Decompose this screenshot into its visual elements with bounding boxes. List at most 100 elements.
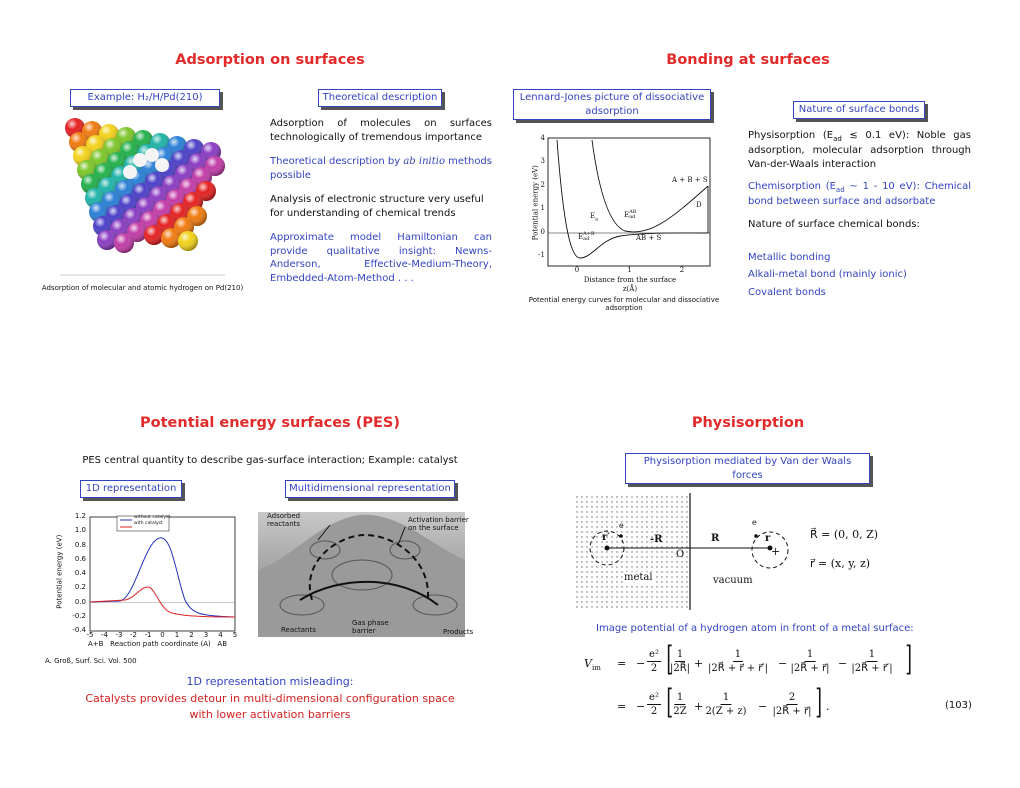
- y-tick-label: -0.2: [72, 611, 86, 620]
- text: ad: [835, 186, 845, 194]
- paragraph: Theoretical description by ab initio met…: [270, 155, 492, 182]
- vector-definition: R⃗ = (0, 0, Z): [810, 528, 879, 541]
- slide-title: Adsorption on surfaces: [175, 52, 365, 68]
- list-item: Metallic bonding: [748, 252, 831, 263]
- fraction: e² 2: [647, 648, 661, 675]
- slide-title: Bonding at surfaces: [666, 52, 830, 68]
- denominator: 2Z: [673, 706, 687, 717]
- figure-caption: Potential energy curves for molecular an…: [528, 296, 720, 313]
- diagram-label: r: [765, 533, 771, 544]
- paragraph: Chemisorption (Ead ∼ 1 - 10 eV): Chemica…: [748, 180, 971, 209]
- denominator: |2R⃗|: [669, 663, 691, 674]
- y-tick-label: -0.4: [72, 626, 86, 634]
- text: AB: [217, 640, 228, 648]
- x-tick-label: -2: [130, 631, 137, 639]
- text: V: [584, 657, 592, 670]
- paragraph: Nature of surface chemical bonds:: [748, 219, 920, 230]
- diagram-label: R: [711, 533, 720, 544]
- paragraph: Approximate model Hamiltonian can provid…: [270, 232, 492, 284]
- equation-op: +: [694, 700, 704, 713]
- x-tick-label: 5: [232, 631, 238, 639]
- denominator: |2R⃗ + r⃗ + r⃗′|: [707, 663, 769, 674]
- diagram-label: e: [752, 518, 757, 527]
- y-tick-label: 0: [540, 227, 545, 236]
- paragraph: Adsorption of molecules on surfaces tech…: [270, 118, 492, 143]
- atom-shade: [178, 231, 198, 251]
- hydrogen-atom: [155, 158, 169, 172]
- axis-label: A+B Reaction path coordinate (A) AB: [88, 640, 227, 649]
- bracket: [: [666, 682, 673, 722]
- diagram-label: metal: [624, 572, 653, 583]
- label-box: Nature of surface bonds: [793, 101, 925, 119]
- y-tick-label: 0.2: [74, 583, 86, 592]
- legend-entry: with catalyst: [134, 521, 163, 527]
- conclusion: with lower activation barriers: [189, 708, 351, 721]
- diagram-label: O: [676, 549, 685, 560]
- x-tick-label: -4: [101, 631, 108, 639]
- annotation: Activation barrier on the surface: [408, 516, 469, 533]
- numerator: 1: [804, 649, 816, 662]
- x-tick-label: 3: [203, 631, 209, 639]
- image-caption: Adsorption of molecular and atomic hydro…: [41, 284, 244, 292]
- text: Reaction path coordinate (A): [110, 640, 211, 648]
- hydrogen-atom: [145, 148, 159, 162]
- reference: A. Groß, Surf. Sci. Vol. 500: [45, 657, 137, 665]
- fraction: 1 |2R⃗|: [668, 648, 692, 675]
- numerator: 1: [732, 649, 744, 662]
- legend: without catalyst with catalyst: [134, 515, 170, 528]
- text: ad: [833, 135, 842, 143]
- y-tick-label: 0.4: [74, 569, 86, 577]
- numerator: e²: [647, 692, 661, 705]
- fraction: 1 |2R⃗ + r⃗ + r⃗′|: [706, 648, 770, 675]
- numerator: 1: [674, 692, 686, 705]
- annotation: E AB ad: [624, 210, 636, 220]
- x-tick-label: 4: [218, 631, 223, 639]
- pes-surface-image: [258, 512, 465, 637]
- text: Chemisorption (E: [748, 181, 836, 192]
- denominator: |2R⃗ + r⃗|: [790, 663, 830, 674]
- annotation: Reactants: [281, 626, 316, 634]
- y-tick-label: 1: [540, 204, 545, 213]
- text: ad: [583, 236, 590, 242]
- list-item: Alkali-metal bond (mainly ionic): [748, 269, 907, 280]
- annotation: AB + S: [636, 234, 662, 242]
- x-tick-label: -5: [86, 631, 94, 639]
- text: A+B: [88, 640, 104, 648]
- text: Physisorption (E: [748, 130, 834, 141]
- hydrogen-atom: [123, 165, 137, 179]
- y-tick-label: -1: [538, 251, 545, 259]
- annotation: Adsorbed reactants: [267, 512, 301, 529]
- hydrogen-atom: [133, 153, 147, 167]
- equation-op: −: [838, 657, 848, 670]
- y-tick-label: 4: [540, 134, 545, 142]
- x-tick-label: -3: [115, 631, 123, 639]
- text: methods possible: [270, 156, 492, 181]
- fraction: 1 |2R⃗ + r⃗|: [789, 648, 832, 675]
- numerator: 1: [674, 649, 686, 662]
- fraction: e² 2: [647, 691, 661, 718]
- denominator: 2: [650, 663, 658, 674]
- label-box: 1D representation: [80, 480, 182, 498]
- slide-title: Physisorption: [691, 415, 805, 431]
- annotation: E A+B ad: [578, 232, 595, 242]
- fraction: 1 |2R⃗ + r⃗′|: [849, 648, 894, 675]
- y-tick-label: 0.0: [74, 597, 86, 606]
- paragraph: Physisorption (Ead ≲ 0.1 eV): Noble gas …: [748, 129, 971, 171]
- equation-op: −: [758, 700, 768, 713]
- denominator: |2R⃗ + r⃗|: [772, 706, 812, 717]
- annotation: A + B + S: [672, 176, 708, 184]
- image-charge-diagram: [575, 493, 789, 610]
- list-item: Covalent bonds: [748, 287, 826, 298]
- annotation: D: [696, 201, 702, 209]
- paragraph: Image potential of a hydrogen atom in fr…: [596, 623, 914, 634]
- paragraph: Analysis of electronic structure very us…: [270, 194, 484, 219]
- atom-shade: [144, 225, 164, 245]
- text: ad: [629, 214, 636, 220]
- pes-1d-plot: [89, 515, 236, 632]
- bracket: ]: [905, 639, 912, 679]
- label-box: Lennard-Jones picture of dissociative ad…: [513, 89, 711, 120]
- x-tick-label: 2: [679, 266, 685, 274]
- annotation: Ea: [590, 212, 598, 223]
- axis-label: Distance from the surface z(Å): [583, 276, 677, 294]
- lj-plot: [547, 137, 711, 267]
